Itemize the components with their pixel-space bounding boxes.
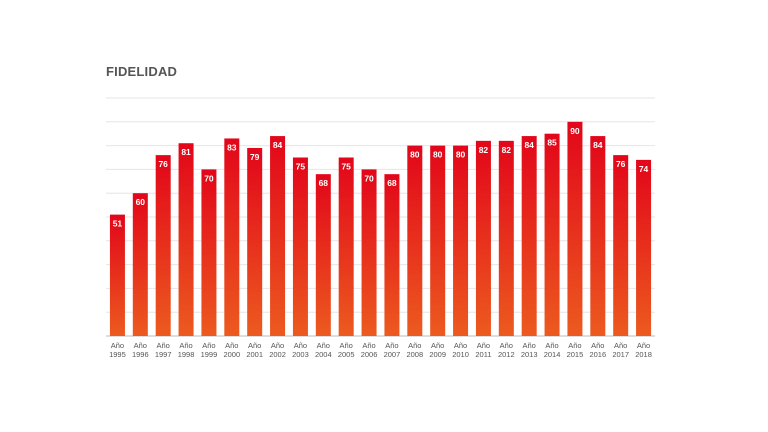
x-tick-label-2011: Año 2011 <box>475 341 491 359</box>
bar-2002 <box>270 136 286 336</box>
x-tick-label-2003: Año 2003 <box>292 341 309 359</box>
x-axis-ticks: Año 1995 Año 1996 Año 1997 Año 1998 Año 1999 Año 20… <box>109 341 652 359</box>
data-label-2003: 75 <box>296 162 306 172</box>
data-label-2017: 76 <box>616 159 626 169</box>
x-tick-label-2007: Año 2007 <box>384 341 401 359</box>
x-tick-label-2006: Año 2006 <box>361 341 378 359</box>
x-tick-label-2016: Año 2016 <box>589 341 606 359</box>
data-label-2014: 85 <box>547 138 557 148</box>
bar-2011 <box>475 140 491 336</box>
bar-2001 <box>247 147 263 336</box>
bar-1998 <box>178 143 194 336</box>
bar-1995 <box>109 214 125 336</box>
bar-2008 <box>407 145 423 336</box>
data-labels: 51 60 76 81 70 83 79 84 75 68 75 70 68 80 80 80 82 82 84 85… <box>113 126 649 229</box>
data-label-2018: 74 <box>639 164 649 174</box>
x-tick-label-2012: Año 2012 <box>498 341 515 359</box>
data-label-2013: 84 <box>524 140 534 150</box>
x-tick-label-1996: Año 1996 <box>132 341 149 359</box>
x-tick-label-1995: Año 1995 <box>109 341 126 359</box>
gridlines <box>106 97 655 337</box>
x-tick-label-2014: Año 2014 <box>544 341 561 359</box>
data-label-2000: 83 <box>227 142 237 152</box>
bar-2013 <box>521 136 537 336</box>
bar-2005 <box>338 157 354 336</box>
data-label-2011: 82 <box>479 145 489 155</box>
x-tick-label-1998: Año 1998 <box>178 341 195 359</box>
bar-1997 <box>155 155 171 336</box>
x-tick-label-2002: Año 2002 <box>269 341 286 359</box>
data-label-2012: 82 <box>502 145 512 155</box>
chart-title: FIDELIDAD <box>106 64 178 79</box>
bar-2012 <box>498 140 514 336</box>
x-tick-label-2008: Año 2008 <box>406 341 423 359</box>
x-tick-label-2009: Año 2009 <box>429 341 446 359</box>
bar-1999 <box>201 169 217 336</box>
data-label-1996: 60 <box>136 197 146 207</box>
data-label-1999: 70 <box>204 173 214 183</box>
x-tick-label-2001: Año 2001 <box>246 341 263 359</box>
bars <box>109 121 652 336</box>
data-label-2007: 68 <box>387 178 397 188</box>
bar-2004 <box>315 174 331 336</box>
x-tick-label-2004: Año 2004 <box>315 341 332 359</box>
x-tick-label-2010: Año 2010 <box>452 341 469 359</box>
bar-2016 <box>590 136 606 336</box>
bar-2000 <box>224 138 240 336</box>
data-label-2010: 80 <box>456 150 466 160</box>
data-label-2015: 90 <box>570 126 580 136</box>
bar-2003 <box>292 157 308 336</box>
bar-1996 <box>132 193 148 336</box>
data-label-2006: 70 <box>364 173 374 183</box>
bar-2007 <box>384 174 400 336</box>
x-tick-label-2017: Año 2017 <box>612 341 629 359</box>
data-label-2004: 68 <box>319 178 329 188</box>
x-tick-label-2018: Año 2018 <box>635 341 652 359</box>
x-tick-label-2005: Año 2005 <box>338 341 355 359</box>
x-tick-label-2013: Año 2013 <box>521 341 538 359</box>
data-label-2016: 84 <box>593 140 603 150</box>
x-tick-label-1999: Año 1999 <box>201 341 218 359</box>
bar-2015 <box>567 121 583 336</box>
data-label-2001: 79 <box>250 152 260 162</box>
data-label-1998: 81 <box>181 147 191 157</box>
bar-2018 <box>636 159 652 336</box>
data-label-1995: 51 <box>113 219 123 229</box>
x-tick-label-2015: Año 2015 <box>567 341 584 359</box>
bar-2017 <box>613 155 629 336</box>
data-label-2008: 80 <box>410 150 420 160</box>
data-label-2002: 84 <box>273 140 283 150</box>
x-tick-label-1997: Año 1997 <box>155 341 172 359</box>
data-label-1997: 76 <box>158 159 168 169</box>
data-label-2009: 80 <box>433 150 443 160</box>
bar-2010 <box>453 145 469 336</box>
bar-2009 <box>430 145 446 336</box>
data-label-2005: 75 <box>341 162 351 172</box>
bar-2006 <box>361 169 377 336</box>
x-tick-label-2000: Año 2000 <box>223 341 240 359</box>
bar-2014 <box>544 133 560 336</box>
